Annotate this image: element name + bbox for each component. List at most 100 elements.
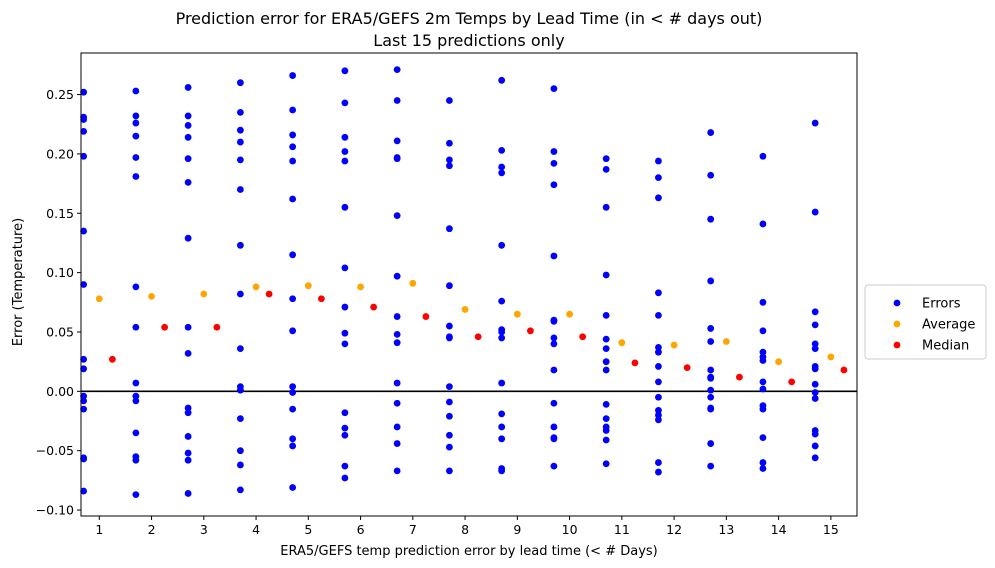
point-errors-116 [446,412,453,420]
point-errors-197 [759,298,767,306]
point-errors-17 [132,119,140,127]
point-errors-7 [80,355,88,363]
point-errors-196 [759,220,767,228]
point-errors-139 [550,252,558,260]
point-errors-135 [550,85,558,93]
point-errors-125 [498,297,506,305]
point-errors-76 [341,99,349,107]
y-tick-label: 0.25 [46,87,74,102]
point-errors-131 [498,423,506,431]
point-errors-110 [446,282,453,290]
point-errors-61 [289,106,297,114]
point-errors-141 [550,317,558,325]
point-errors-210 [811,208,819,216]
point-errors-164 [602,460,610,468]
point-errors-211 [811,308,819,316]
point-errors-221 [811,430,819,438]
y-tick-label: −0.10 [36,503,74,518]
point-errors-75 [341,67,349,75]
point-errors-182 [707,215,715,223]
point-errors-66 [289,251,297,259]
point-errors-2 [80,113,88,121]
y-axis-ticks: −0.10 −0.05 0.00 0.05 0.10 0.15 0.20 0.25 [36,87,81,518]
point-median-14 [840,366,848,374]
point-errors-43 [184,456,192,464]
y-axis-label: Error (Temperature) [11,218,26,346]
x-tick-label: 15 [823,522,839,537]
point-average-14 [827,353,835,361]
point-errors-32 [184,122,192,129]
x-tick-label: 10 [562,522,578,537]
point-average-8 [513,310,521,318]
point-errors-107 [446,156,453,164]
x-tick-label: 5 [304,522,312,537]
point-average-1 [148,292,155,300]
point-errors-58 [236,461,244,469]
point-average-12 [722,338,730,345]
point-errors-154 [602,311,610,319]
point-errors-11 [80,405,88,413]
point-errors-4 [80,152,88,160]
point-errors-64 [289,157,297,165]
point-errors-24 [132,392,140,400]
point-errors-152 [602,203,610,211]
point-errors-10 [80,397,88,405]
point-errors-85 [341,409,349,417]
point-errors-6 [80,281,88,288]
y-tick-label: 0.00 [46,384,74,399]
point-errors-47 [236,126,244,134]
point-errors-184 [707,325,715,332]
y-tick-label: 0.15 [46,206,74,221]
point-errors-178 [655,459,662,466]
point-errors-181 [707,171,715,179]
point-errors-25 [132,397,140,405]
point-errors-183 [707,277,715,285]
point-errors-162 [602,427,610,434]
plot-area-frame [80,52,858,517]
point-errors-82 [341,303,349,311]
point-errors-122 [498,163,506,171]
x-tick-label: 14 [771,522,787,537]
point-errors-101 [393,399,401,407]
point-errors-36 [184,234,192,242]
point-errors-194 [707,462,715,470]
point-errors-90 [393,66,401,74]
point-errors-170 [655,344,662,351]
point-errors-218 [811,389,819,396]
point-errors-149 [550,462,558,470]
point-errors-109 [446,225,453,233]
point-errors-52 [236,290,244,298]
legend-label-average: Average [922,318,975,333]
point-errors-86 [341,424,349,432]
point-errors-33 [184,133,192,141]
point-errors-44 [184,490,192,497]
point-errors-123 [498,169,506,177]
point-errors-108 [446,162,453,170]
point-errors-65 [289,195,297,203]
point-errors-192 [707,405,715,413]
point-errors-39 [184,404,192,412]
point-median-1 [161,323,169,331]
point-errors-45 [236,79,244,87]
point-errors-50 [236,186,244,193]
point-errors-97 [393,313,401,320]
point-median-5 [370,303,378,311]
point-median-6 [422,313,430,320]
point-errors-199 [759,348,767,356]
point-errors-71 [289,405,297,413]
point-errors-83 [341,329,349,337]
point-errors-72 [289,435,297,443]
point-errors-26 [132,429,140,437]
point-errors-13 [80,454,88,462]
point-errors-0 [80,88,88,96]
point-errors-205 [759,405,767,413]
point-errors-171 [655,348,662,356]
point-errors-51 [236,241,244,249]
point-errors-173 [655,378,662,386]
point-errors-137 [550,160,558,167]
point-errors-103 [393,440,401,447]
point-errors-155 [602,335,610,343]
point-errors-165 [655,157,662,165]
point-errors-202 [759,378,767,386]
point-errors-18 [132,132,140,140]
